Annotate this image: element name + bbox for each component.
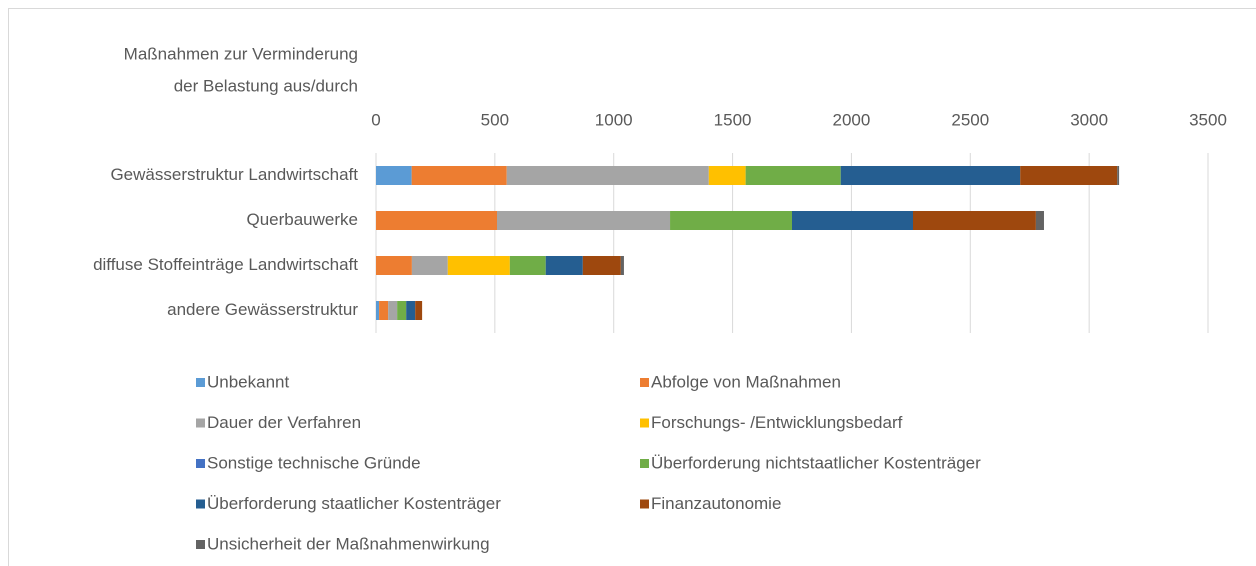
bar-segment	[415, 301, 423, 320]
bar-segment	[582, 256, 621, 275]
legend-label: Sonstige technische Gründe	[207, 453, 421, 472]
bar-segment	[1020, 166, 1118, 185]
bar-segment	[840, 166, 1021, 185]
bar-segment	[506, 166, 709, 185]
legend-swatch	[640, 499, 649, 509]
chart-title: der Belastung aus/durch	[174, 76, 358, 95]
legend-label: Unbekannt	[207, 372, 290, 391]
bar-segment	[376, 256, 412, 275]
bar-segment	[379, 301, 389, 320]
bar-segment	[708, 166, 746, 185]
y-tick-label: andere Gewässerstruktur	[167, 300, 358, 319]
y-tick-label: diffuse Stoffeinträge Landwirtschaft	[93, 255, 358, 274]
bar-segment	[1117, 166, 1120, 185]
bar-segment	[496, 211, 671, 230]
legend-swatch	[196, 378, 205, 387]
bar-segment	[388, 301, 398, 320]
x-tick-label: 1500	[714, 110, 752, 129]
legend-label: Überforderung nichtstaatlicher Kostenträ…	[651, 453, 981, 472]
x-tick-label: 3500	[1189, 110, 1227, 129]
bar-segment	[670, 211, 792, 230]
legend-label: Forschungs- /Entwicklungsbedarf	[651, 413, 903, 432]
bar-segment	[745, 166, 841, 185]
x-tick-label: 1000	[595, 110, 633, 129]
bar-segment	[376, 166, 412, 185]
legend-swatch	[640, 378, 649, 387]
bar-segment	[411, 256, 448, 275]
legend-swatch	[640, 459, 649, 468]
legend-label: Abfolge von Maßnahmen	[651, 372, 841, 391]
bar-segment	[376, 301, 380, 320]
bar-segment	[376, 211, 497, 230]
bar-segment	[792, 211, 913, 230]
legend-swatch	[196, 499, 205, 509]
bar-segment	[1035, 211, 1044, 230]
bar-segment	[545, 256, 583, 275]
legend-label: Dauer der Verfahren	[207, 413, 361, 432]
bar-segment	[406, 301, 416, 320]
y-tick-label: Querbauwerke	[246, 210, 358, 229]
x-tick-label: 2500	[951, 110, 989, 129]
bar-segment	[411, 166, 507, 185]
x-tick-label: 0	[371, 110, 380, 129]
x-tick-label: 3000	[1070, 110, 1108, 129]
bar-segment	[912, 211, 1036, 230]
x-tick-label: 500	[481, 110, 509, 129]
bar-segment	[397, 301, 407, 320]
legend-swatch	[640, 418, 649, 428]
x-tick-label: 2000	[833, 110, 871, 129]
bar-segment	[447, 256, 510, 275]
legend-swatch	[196, 459, 205, 468]
y-tick-label: Gewässerstruktur Landwirtschaft	[110, 165, 358, 184]
chart-frame	[8, 8, 1256, 566]
bar-segment	[509, 256, 546, 275]
legend-swatch	[196, 540, 205, 549]
legend-label: Finanzautonomie	[651, 494, 781, 513]
legend-swatch	[196, 418, 205, 428]
chart-title: Maßnahmen zur Verminderung	[124, 44, 358, 63]
legend-label: Überforderung staatlicher Kostenträger	[207, 494, 501, 513]
legend-label: Unsicherheit der Maßnahmenwirkung	[207, 534, 490, 553]
bar-segment	[620, 256, 624, 275]
